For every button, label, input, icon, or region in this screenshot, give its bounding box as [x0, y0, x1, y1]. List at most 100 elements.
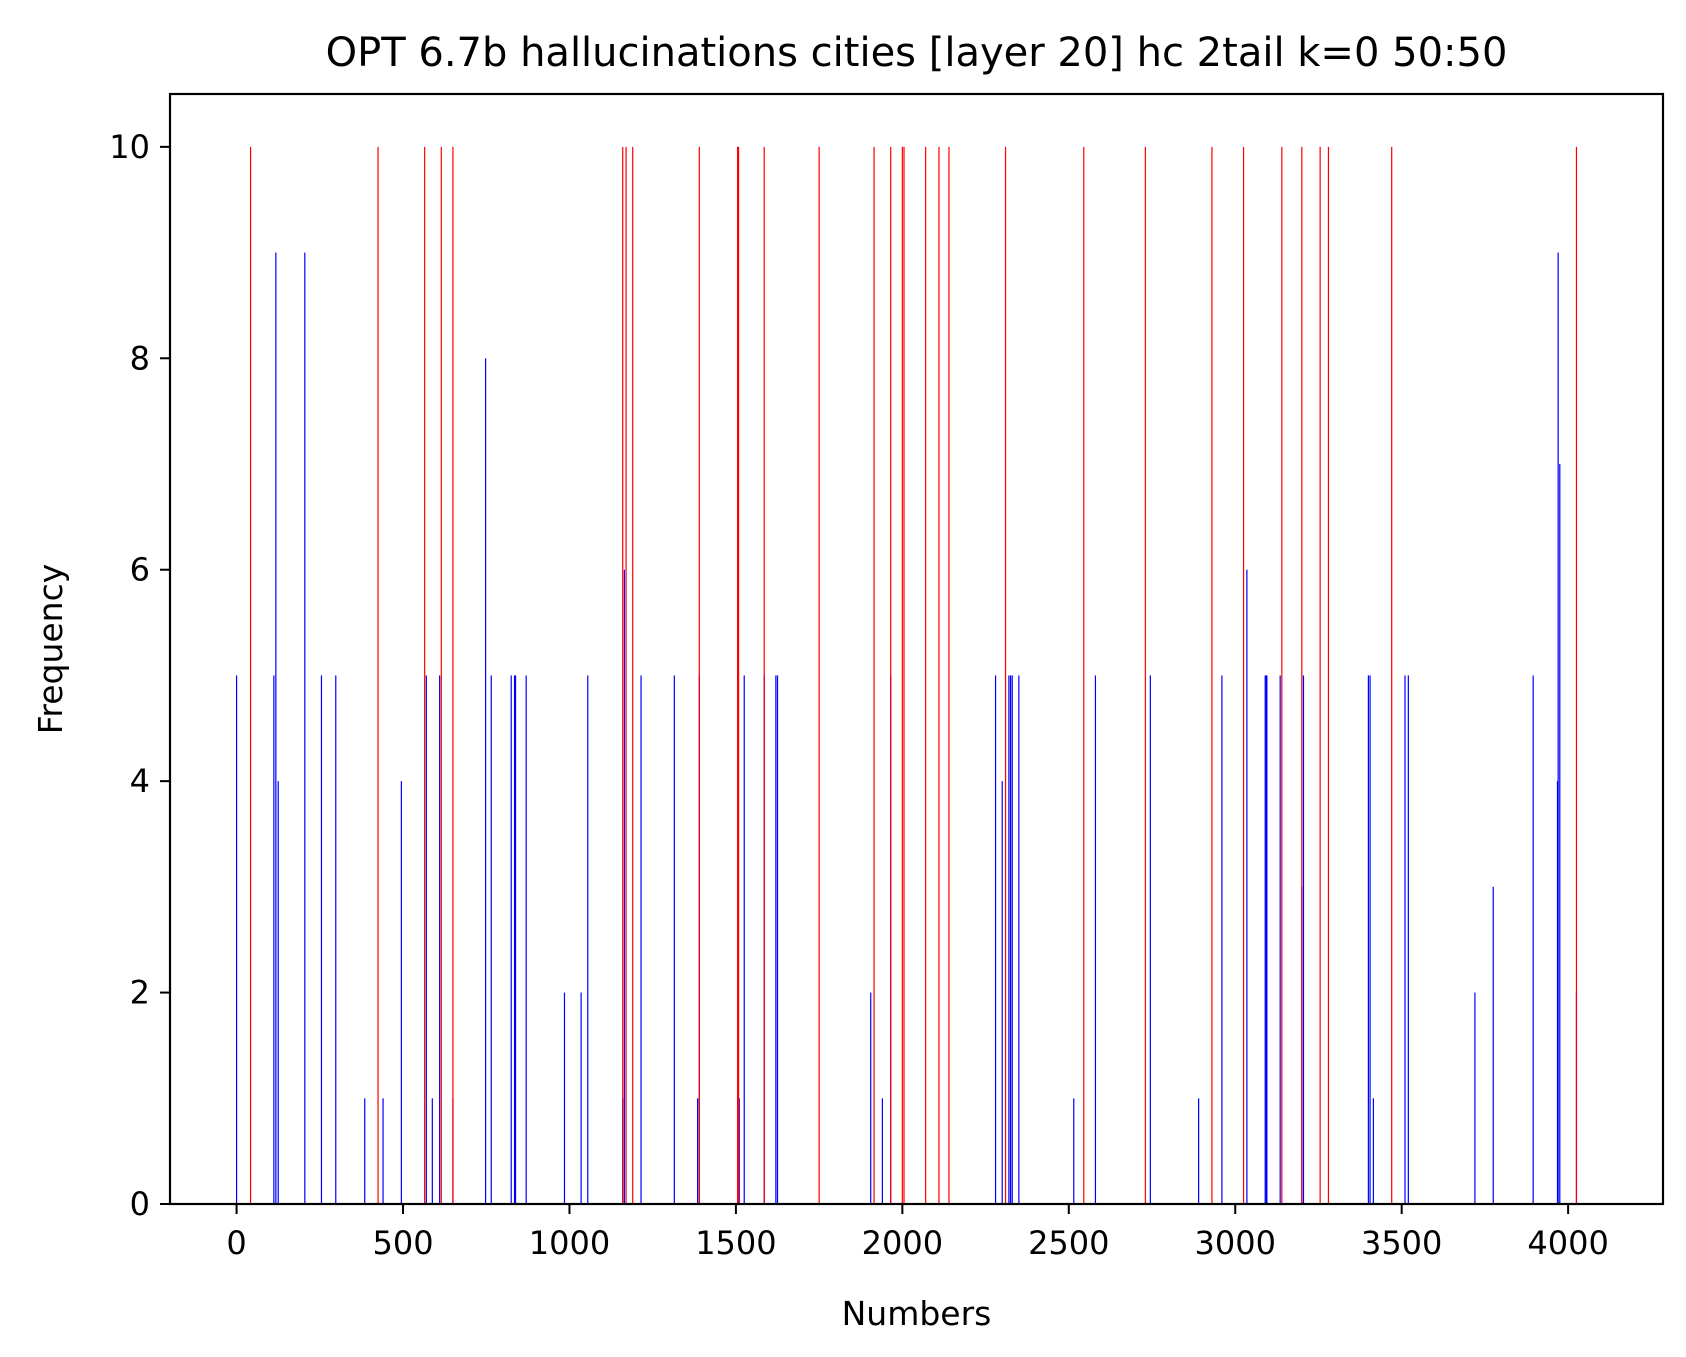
bar	[1302, 675, 1305, 1204]
x-tick-label: 1000	[529, 1224, 610, 1262]
bar	[364, 1098, 366, 1204]
bar	[484, 358, 487, 1204]
y-axis-label: Frequency	[31, 564, 70, 734]
bar	[870, 992, 872, 1204]
bar	[775, 675, 777, 1204]
bar	[1281, 146, 1283, 1205]
bar	[1327, 146, 1330, 1205]
bar	[563, 992, 566, 1204]
bars-layer	[235, 146, 1578, 1205]
bar	[623, 569, 625, 1204]
y-tick-label: 2	[130, 974, 150, 1012]
bar	[776, 675, 779, 1204]
bar	[743, 675, 745, 1204]
bar	[818, 146, 820, 1205]
x-tick-label: 2000	[862, 1224, 943, 1262]
x-axis-label: Numbers	[842, 1294, 992, 1333]
bar	[1149, 675, 1151, 1204]
bar	[1242, 146, 1245, 1205]
bar	[1009, 675, 1012, 1204]
bar	[1073, 1098, 1075, 1204]
bar	[1369, 675, 1371, 1204]
plot-frame	[168, 92, 1665, 1206]
bar	[673, 675, 675, 1204]
bar	[1004, 146, 1007, 1205]
bar	[452, 146, 454, 1205]
bar	[1532, 675, 1534, 1204]
bar	[1264, 675, 1266, 1204]
bar	[273, 675, 275, 1204]
bar	[439, 675, 441, 1204]
y-tick-label: 6	[130, 551, 150, 589]
y-axis-ticks: 0 2 4 6 8 10	[109, 128, 170, 1223]
bar	[763, 146, 765, 1205]
bar	[277, 781, 279, 1204]
bar	[525, 675, 527, 1204]
bar	[632, 146, 634, 1205]
bar	[431, 1098, 433, 1204]
bar	[513, 675, 516, 1204]
bar	[235, 675, 238, 1204]
bar	[738, 1098, 740, 1204]
bar	[938, 146, 940, 1205]
bar	[400, 781, 402, 1204]
bar	[1404, 675, 1406, 1204]
bar	[1011, 675, 1013, 1204]
x-tick-label: 0	[226, 1224, 246, 1262]
bar	[1001, 781, 1003, 1204]
bar	[697, 1098, 699, 1204]
bar	[304, 252, 306, 1204]
chart-title: OPT 6.7b hallucinations cities [layer 20…	[326, 30, 1508, 76]
bar	[320, 675, 323, 1204]
bar	[580, 992, 582, 1204]
bar	[1265, 675, 1267, 1204]
x-axis-ticks: 0 500 1000 1500 2000 2500 3000 3500 4000	[226, 1204, 1609, 1262]
bar	[737, 146, 740, 1205]
bar	[382, 1098, 384, 1204]
bar	[1557, 252, 1559, 1204]
x-tick-label: 3000	[1195, 1224, 1276, 1262]
bar	[1474, 992, 1476, 1204]
y-tick-label: 0	[130, 1185, 150, 1223]
y-tick-label: 10	[109, 128, 150, 166]
bar	[1221, 675, 1223, 1204]
bar	[1094, 675, 1097, 1204]
bar	[1407, 675, 1409, 1204]
bar	[1319, 146, 1321, 1205]
bar	[1492, 886, 1494, 1204]
bar	[1556, 781, 1559, 1204]
y-tick-label: 8	[130, 339, 150, 377]
bar	[994, 675, 997, 1204]
bar	[1144, 146, 1146, 1205]
bar	[1367, 675, 1369, 1204]
y-tick-label: 4	[130, 762, 150, 800]
bar	[335, 675, 337, 1204]
bar	[275, 252, 277, 1204]
x-tick-label: 4000	[1527, 1224, 1608, 1262]
bar	[425, 675, 427, 1204]
bar	[1211, 146, 1213, 1205]
bar	[1198, 1098, 1200, 1204]
x-tick-label: 500	[372, 1224, 433, 1262]
bar	[1246, 569, 1248, 1204]
bar	[587, 675, 589, 1204]
bar	[948, 146, 950, 1205]
bar	[925, 146, 927, 1205]
x-tick-label: 1500	[695, 1224, 776, 1262]
bar	[510, 675, 512, 1204]
bar	[622, 146, 624, 1205]
bar	[1301, 146, 1303, 1205]
bar	[1372, 1098, 1374, 1204]
bar	[514, 675, 517, 1204]
bar	[424, 146, 426, 1205]
bar	[440, 146, 442, 1205]
bar	[890, 146, 892, 1205]
bar	[1559, 464, 1561, 1204]
bar	[1018, 675, 1020, 1204]
bar	[625, 146, 627, 1205]
bar	[903, 146, 905, 1205]
bar	[1391, 146, 1393, 1205]
bar	[881, 1098, 883, 1204]
bar	[1575, 146, 1578, 1205]
